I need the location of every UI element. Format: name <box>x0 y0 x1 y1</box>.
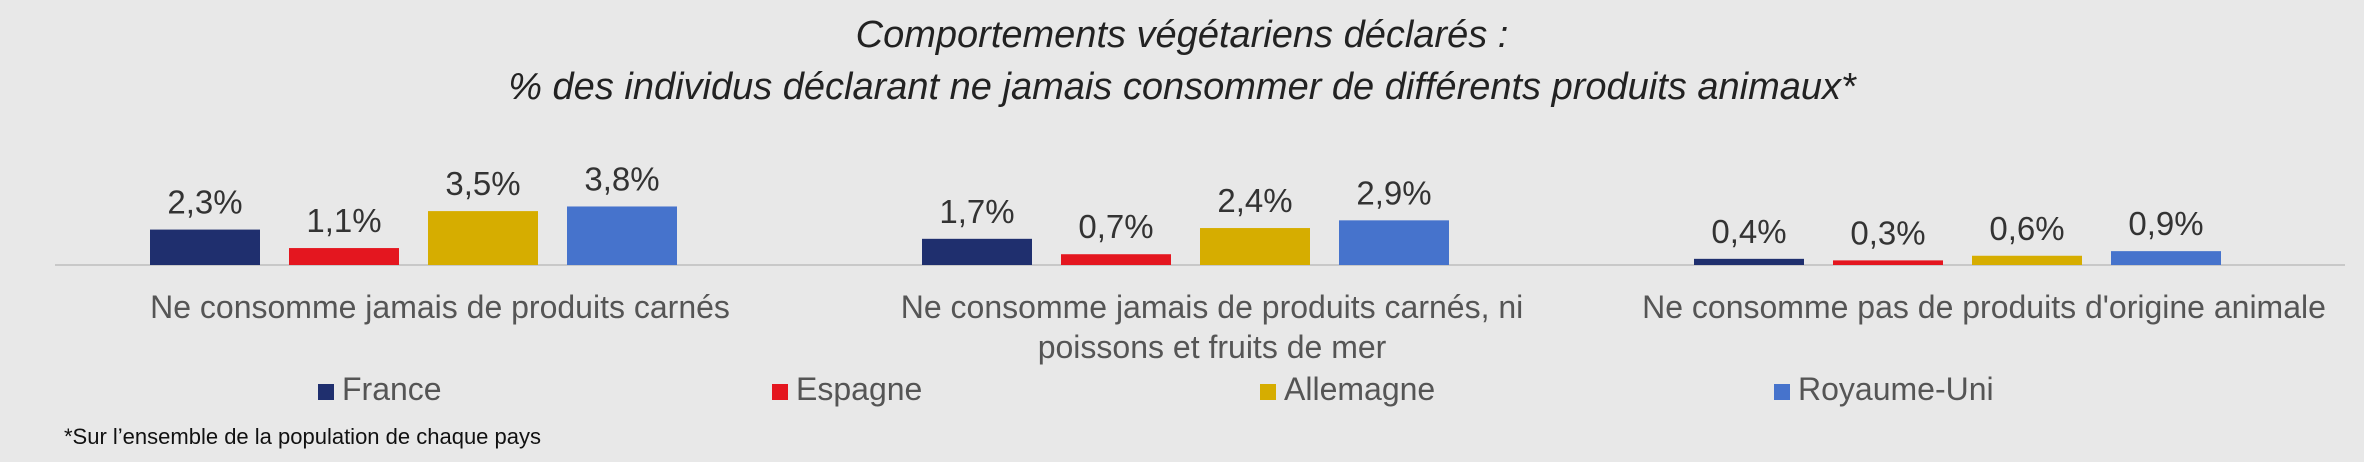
bar-espagne-2 <box>1833 260 1943 265</box>
data-label: 2,4% <box>1217 182 1292 219</box>
bar-royaume-uni-0 <box>567 206 677 265</box>
bar-royaume-uni-1 <box>1339 220 1449 265</box>
data-label: 0,6% <box>1989 210 2064 247</box>
bar-allemagne-1 <box>1200 228 1310 265</box>
bar-royaume-uni-2 <box>2111 251 2221 265</box>
legend-swatch-royaume-uni <box>1774 384 1790 400</box>
legend-swatch-allemagne <box>1260 384 1276 400</box>
chart-title-line-1: Comportements végétariens déclarés : <box>855 14 1509 56</box>
category-label: Ne consomme pas de produits d'origine an… <box>1642 289 2326 325</box>
chart-title-line-2: % des individus déclarant ne jamais cons… <box>508 66 1856 108</box>
bar-allemagne-0 <box>428 211 538 265</box>
bar-france-1 <box>922 238 1032 265</box>
category-label: Ne consomme jamais de produits carnés, n… <box>901 289 1524 325</box>
legend-label: Espagne <box>796 371 922 407</box>
legend-label: Royaume-Uni <box>1798 371 1994 407</box>
bar-allemagne-2 <box>1972 255 2082 265</box>
category-label: Ne consomme jamais de produits carnés <box>150 289 730 325</box>
bar-espagne-1 <box>1061 254 1171 265</box>
data-label: 1,7% <box>939 193 1014 230</box>
data-label: 3,8% <box>584 160 659 197</box>
data-label: 0,9% <box>2128 205 2203 242</box>
legend-swatch-espagne <box>772 384 788 400</box>
data-label: 1,1% <box>306 202 381 239</box>
data-label: 0,4% <box>1711 213 1786 250</box>
footnote: *Sur l’ensemble de la population de chaq… <box>64 424 541 449</box>
legend-swatch-france <box>318 384 334 400</box>
bar-france-0 <box>150 229 260 265</box>
bar-espagne-0 <box>289 248 399 265</box>
legend-label: France <box>342 371 442 407</box>
data-label: 0,3% <box>1850 214 1925 251</box>
category-label: poissons et fruits de mer <box>1038 329 1387 365</box>
legend-label: Allemagne <box>1284 371 1435 407</box>
data-label: 2,9% <box>1356 174 1431 211</box>
data-label: 2,3% <box>167 184 242 221</box>
bar-france-2 <box>1694 258 1804 265</box>
data-label: 3,5% <box>445 165 520 202</box>
data-label: 0,7% <box>1078 208 1153 245</box>
